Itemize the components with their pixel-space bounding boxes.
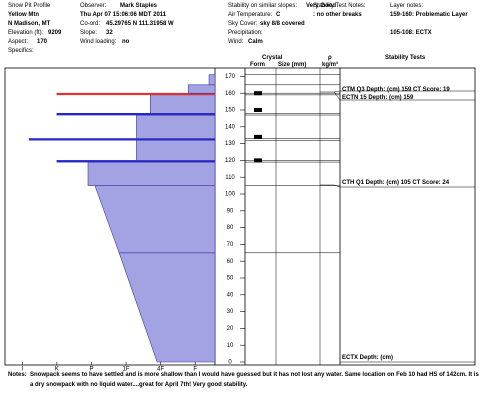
- test-connector: [320, 184, 475, 188]
- field-value: Very Good: [306, 3, 337, 9]
- x-tick-label: F: [193, 367, 197, 373]
- grain-mark: [254, 91, 262, 96]
- x-tick-label: P: [89, 367, 93, 373]
- hardness-layer: [187, 84, 216, 94]
- y-tick-label: 10: [227, 343, 234, 349]
- y-tick-label: 150: [225, 108, 236, 114]
- column-header: Form: [250, 62, 265, 68]
- field-label: Specifics:: [8, 48, 34, 54]
- hardness-layer: [94, 185, 216, 254]
- field-value: Calm: [248, 39, 263, 45]
- field-value: no: [122, 39, 130, 45]
- hardness-layer: [149, 94, 216, 114]
- grain-mark: [254, 158, 262, 163]
- y-tick-label: 70: [227, 242, 234, 248]
- hardness-layer: [87, 161, 216, 186]
- field-label: Elevation (ft):: [8, 30, 44, 36]
- field-label: Aspect:: [8, 39, 29, 45]
- y-tick-label: 170: [225, 74, 236, 80]
- test-connector: [333, 91, 475, 101]
- field-value: 9209: [48, 30, 62, 36]
- stability-test: CTH Q1 Depth: (cm) 105 CT Score: 24: [342, 180, 450, 186]
- field-value: sky 8/8 covered: [260, 21, 305, 27]
- field-value: 45.29765 N 111.31958 W: [106, 21, 174, 27]
- field-value: 170: [37, 39, 48, 45]
- hardness-layer: [136, 139, 216, 161]
- hardness-layer: [208, 74, 216, 86]
- field-label: Sky Cover:: [228, 21, 258, 27]
- field-label: Slope:: [80, 30, 98, 36]
- field-label: Co-ord:: [80, 21, 101, 27]
- field-value: C: [276, 12, 281, 18]
- y-tick-label: 110: [225, 175, 235, 181]
- x-tick-label: 4F: [157, 367, 164, 373]
- field-value: 32: [106, 30, 113, 36]
- y-tick-label: 0: [228, 360, 232, 366]
- layer-note: 105-108: ECTX: [390, 30, 432, 36]
- field-label: Wind:: [228, 39, 244, 45]
- field-value: Mark Staples: [120, 3, 158, 9]
- column-header: ρ: [328, 55, 332, 61]
- hardness-layer: [118, 252, 216, 363]
- y-tick-label: 100: [225, 192, 236, 198]
- hardness-layer: [136, 114, 216, 139]
- y-tick-label: 130: [225, 141, 236, 147]
- y-tick-label: 80: [227, 225, 234, 231]
- column-header: Crystal: [262, 55, 283, 61]
- title: Snow Pit Profile: [8, 3, 51, 9]
- column-header: Stability Tests: [385, 55, 426, 61]
- y-tick-label: 120: [225, 158, 236, 164]
- y-tick-label: 30: [227, 309, 234, 315]
- notes-line: Snowpack seems to have settled and is mo…: [30, 372, 479, 378]
- region: N Madison, MT: [8, 21, 51, 27]
- grain-mark: [254, 134, 262, 139]
- x-tick-label: K: [55, 367, 59, 373]
- layer-note: 159-160: Problematic Layer: [390, 12, 468, 18]
- notes-line: a dry snowpack with no liquid water....g…: [30, 382, 248, 388]
- field-label: Observer:: [80, 3, 107, 9]
- y-tick-label: 140: [225, 124, 236, 130]
- x-tick-label: 1F: [123, 367, 130, 373]
- y-tick-label: 50: [227, 276, 234, 282]
- stability-test: ECTN 15 Depth: (cm) 159: [342, 95, 414, 101]
- grain-mark: [254, 108, 262, 112]
- x-tick-label: I: [21, 367, 23, 373]
- frame: [4, 67, 476, 366]
- date: Thu Apr 07 15:06:06 MDT 2011: [80, 12, 167, 18]
- y-tick-label: 20: [227, 326, 234, 332]
- field-label: Stability on similar slopes:: [228, 3, 298, 9]
- field-label: Air Temperature:: [228, 12, 273, 18]
- notes-label: Notes:: [8, 372, 27, 378]
- field-value: : no other breaks: [313, 12, 362, 18]
- y-tick-label: 60: [227, 259, 234, 265]
- stability-test: CTM Q3 Depth: (cm) 159 CT Score: 19: [342, 87, 450, 93]
- field-label: Stability Test Notes:: [313, 3, 366, 9]
- y-tick-label: 40: [227, 292, 234, 298]
- y-tick-label: 160: [225, 91, 236, 97]
- column-header: kg/m³: [322, 62, 339, 68]
- y-tick-label: 90: [227, 208, 234, 214]
- location: Yellow Mtn: [8, 12, 40, 18]
- stability-test: ECTX Depth: (cm): [342, 355, 393, 361]
- field-label: Layer notes:: [390, 3, 424, 9]
- test-connector: [320, 90, 475, 93]
- field-label: Precipitation:: [228, 30, 263, 36]
- column-header: Size (mm): [278, 62, 307, 68]
- field-label: Wind loading:: [80, 39, 117, 45]
